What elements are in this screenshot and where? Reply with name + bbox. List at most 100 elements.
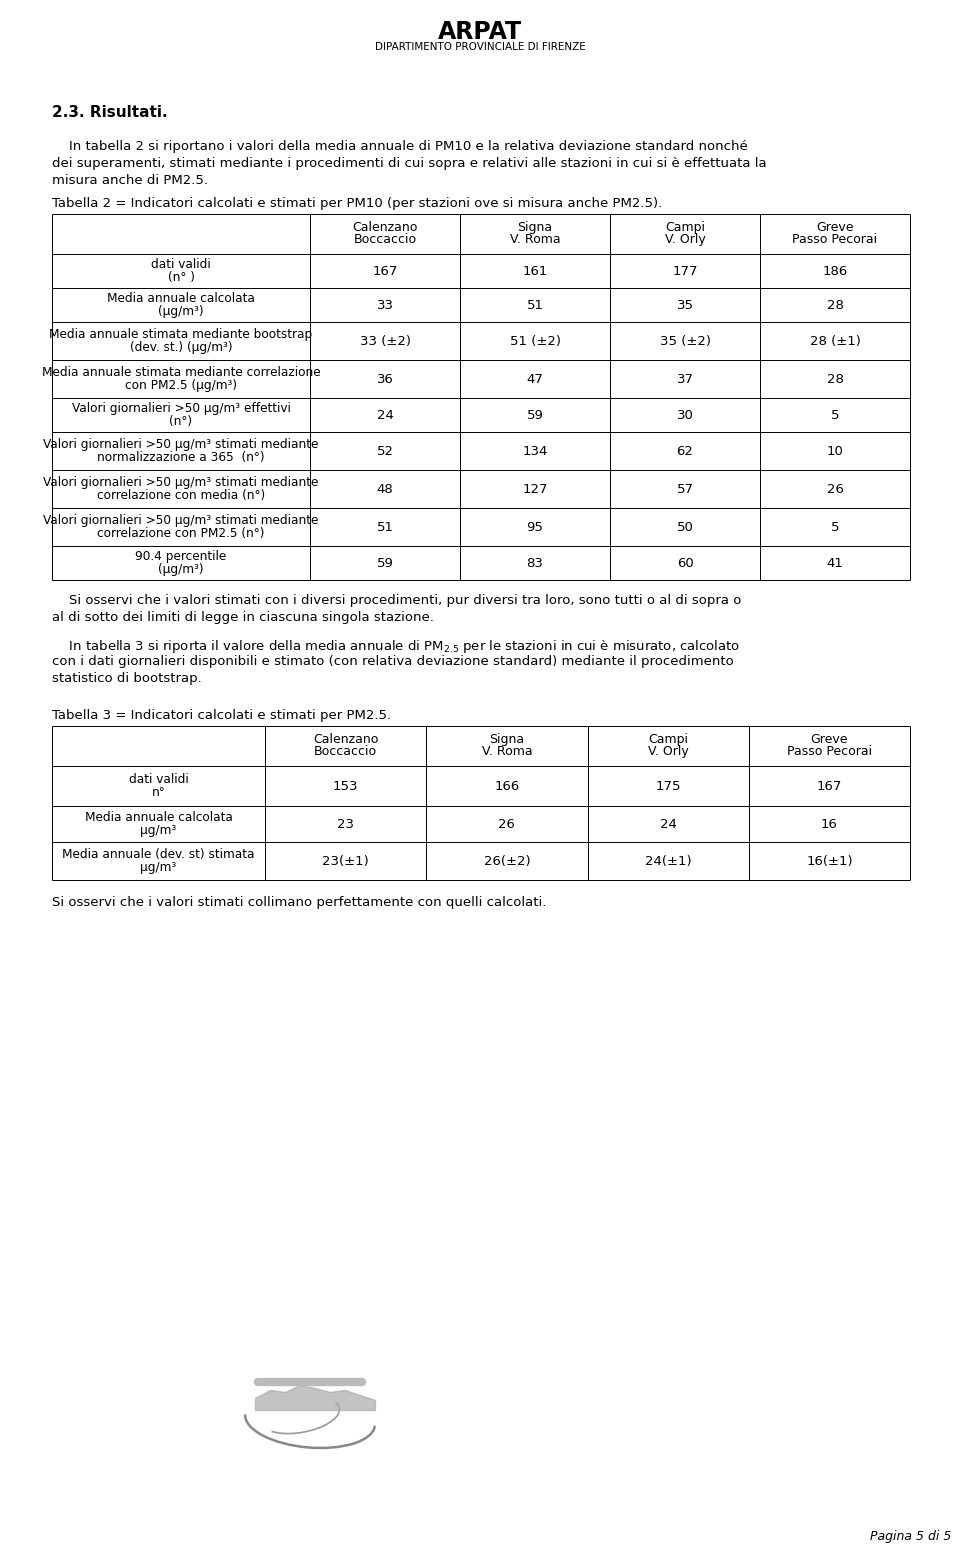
Text: Passo Pecorai: Passo Pecorai bbox=[792, 234, 877, 246]
Text: 37: 37 bbox=[677, 372, 693, 385]
Text: 23(±1): 23(±1) bbox=[323, 854, 369, 868]
Text: Media annuale stimata mediante bootstrap: Media annuale stimata mediante bootstrap bbox=[49, 329, 313, 341]
Text: Valori giornalieri >50 μg/m³ stimati mediante: Valori giornalieri >50 μg/m³ stimati med… bbox=[43, 477, 319, 489]
Text: dati validi: dati validi bbox=[129, 773, 188, 785]
Text: 177: 177 bbox=[672, 265, 698, 277]
Text: Greve: Greve bbox=[816, 221, 853, 234]
Text: 28: 28 bbox=[827, 372, 844, 385]
Text: dei superamenti, stimati mediante i procedimenti di cui sopra e relativi alle st: dei superamenti, stimati mediante i proc… bbox=[52, 157, 767, 170]
Text: n°: n° bbox=[152, 785, 165, 799]
Text: 186: 186 bbox=[823, 265, 848, 277]
Text: 35 (±2): 35 (±2) bbox=[660, 335, 710, 347]
Text: Boccaccio: Boccaccio bbox=[353, 234, 417, 246]
Text: 28 (±1): 28 (±1) bbox=[809, 335, 860, 347]
Text: 51: 51 bbox=[376, 520, 394, 533]
Text: con PM2.5 (μg/m³): con PM2.5 (μg/m³) bbox=[125, 379, 237, 393]
Text: 50: 50 bbox=[677, 520, 693, 533]
Text: 16(±1): 16(±1) bbox=[806, 854, 852, 868]
Text: 23: 23 bbox=[337, 818, 354, 830]
Text: Tabella 3 = Indicatori calcolati e stimati per PM2.5.: Tabella 3 = Indicatori calcolati e stima… bbox=[52, 709, 391, 721]
Text: (dev. st.) (μg/m³): (dev. st.) (μg/m³) bbox=[130, 341, 232, 354]
Text: al di sotto dei limiti di legge in ciascuna singola stazione.: al di sotto dei limiti di legge in ciasc… bbox=[52, 611, 434, 625]
Text: 166: 166 bbox=[494, 779, 519, 793]
Text: 5: 5 bbox=[830, 520, 839, 533]
Text: 26: 26 bbox=[498, 818, 516, 830]
Text: statistico di bootstrap.: statistico di bootstrap. bbox=[52, 671, 202, 686]
Text: 83: 83 bbox=[527, 556, 543, 570]
Text: Signa: Signa bbox=[490, 732, 524, 746]
Text: In tabella 2 si riportano i valori della media annuale di PM10 e la relativa dev: In tabella 2 si riportano i valori della… bbox=[52, 140, 748, 153]
Text: 41: 41 bbox=[827, 556, 844, 570]
Text: normalizzazione a 365  (n°): normalizzazione a 365 (n°) bbox=[97, 450, 265, 464]
Text: (μg/m³): (μg/m³) bbox=[158, 562, 204, 576]
Text: Calenzano: Calenzano bbox=[352, 221, 418, 234]
Text: μg/m³: μg/m³ bbox=[140, 862, 177, 874]
Text: correlazione con PM2.5 (n°): correlazione con PM2.5 (n°) bbox=[97, 527, 265, 541]
Text: In tabella 3 si riporta il valore della media annuale di PM$_{2.5}$ per le stazi: In tabella 3 si riporta il valore della … bbox=[52, 637, 740, 654]
Text: 90.4 percentile: 90.4 percentile bbox=[135, 550, 227, 562]
Text: 26(±2): 26(±2) bbox=[484, 854, 530, 868]
Text: Campi: Campi bbox=[665, 221, 705, 234]
Text: Greve: Greve bbox=[810, 732, 848, 746]
Text: 175: 175 bbox=[656, 779, 681, 793]
Text: 51 (±2): 51 (±2) bbox=[510, 335, 561, 347]
Text: 59: 59 bbox=[527, 408, 543, 422]
Text: 51: 51 bbox=[526, 299, 543, 312]
Text: 10: 10 bbox=[827, 444, 844, 458]
Text: 167: 167 bbox=[372, 265, 397, 277]
Text: Boccaccio: Boccaccio bbox=[314, 745, 377, 759]
Text: 30: 30 bbox=[677, 408, 693, 422]
Text: 60: 60 bbox=[677, 556, 693, 570]
Text: 127: 127 bbox=[522, 483, 548, 495]
Text: 161: 161 bbox=[522, 265, 548, 277]
Text: con i dati giornalieri disponibili e stimato (con relativa deviazione standard) : con i dati giornalieri disponibili e sti… bbox=[52, 654, 733, 668]
Text: 33: 33 bbox=[376, 299, 394, 312]
Text: 62: 62 bbox=[677, 444, 693, 458]
Text: 33 (±2): 33 (±2) bbox=[359, 335, 411, 347]
Text: 28: 28 bbox=[827, 299, 844, 312]
Text: Pagina 5 di 5: Pagina 5 di 5 bbox=[870, 1530, 951, 1542]
Text: V. Roma: V. Roma bbox=[510, 234, 561, 246]
Text: 52: 52 bbox=[376, 444, 394, 458]
Text: 153: 153 bbox=[333, 779, 358, 793]
Text: DIPARTIMENTO PROVINCIALE DI FIRENZE: DIPARTIMENTO PROVINCIALE DI FIRENZE bbox=[374, 42, 586, 51]
Text: V. Roma: V. Roma bbox=[482, 745, 532, 759]
Text: 2.3. Risultati.: 2.3. Risultati. bbox=[52, 104, 168, 120]
Text: dati validi: dati validi bbox=[151, 259, 211, 271]
Text: Calenzano: Calenzano bbox=[313, 732, 378, 746]
Text: Signa: Signa bbox=[517, 221, 553, 234]
Text: 95: 95 bbox=[527, 520, 543, 533]
Text: 134: 134 bbox=[522, 444, 548, 458]
Text: Si osservi che i valori stimati collimano perfettamente con quelli calcolati.: Si osservi che i valori stimati colliman… bbox=[52, 896, 546, 908]
Text: Si osservi che i valori stimati con i diversi procedimenti, pur diversi tra loro: Si osservi che i valori stimati con i di… bbox=[52, 594, 741, 608]
Text: 24(±1): 24(±1) bbox=[645, 854, 691, 868]
Text: Media annuale calcolata: Media annuale calcolata bbox=[108, 291, 255, 305]
Text: ARPAT: ARPAT bbox=[438, 20, 522, 44]
Text: 35: 35 bbox=[677, 299, 693, 312]
Text: (n° ): (n° ) bbox=[167, 271, 195, 284]
Text: Passo Pecorai: Passo Pecorai bbox=[787, 745, 872, 759]
Text: Tabella 2 = Indicatori calcolati e stimati per PM10 (per stazioni ove si misura : Tabella 2 = Indicatori calcolati e stima… bbox=[52, 196, 662, 210]
Text: 16: 16 bbox=[821, 818, 838, 830]
Text: 36: 36 bbox=[376, 372, 394, 385]
Text: (μg/m³): (μg/m³) bbox=[158, 305, 204, 318]
Text: μg/m³: μg/m³ bbox=[140, 824, 177, 837]
Text: V. Orly: V. Orly bbox=[664, 234, 706, 246]
Text: Campi: Campi bbox=[648, 732, 688, 746]
Text: 167: 167 bbox=[817, 779, 842, 793]
Text: 24: 24 bbox=[376, 408, 394, 422]
Text: Media annuale calcolata: Media annuale calcolata bbox=[84, 812, 232, 824]
Text: 57: 57 bbox=[677, 483, 693, 495]
Text: 26: 26 bbox=[827, 483, 844, 495]
Text: 59: 59 bbox=[376, 556, 394, 570]
Text: Media annuale stimata mediante correlazione: Media annuale stimata mediante correlazi… bbox=[41, 366, 321, 379]
Text: correlazione con media (n°): correlazione con media (n°) bbox=[97, 489, 265, 502]
Text: misura anche di PM2.5.: misura anche di PM2.5. bbox=[52, 174, 208, 187]
Text: (n°): (n°) bbox=[169, 414, 193, 428]
Text: 48: 48 bbox=[376, 483, 394, 495]
Text: Media annuale (dev. st) stimata: Media annuale (dev. st) stimata bbox=[62, 848, 254, 862]
Text: Valori giornalieri >50 μg/m³ stimati mediante: Valori giornalieri >50 μg/m³ stimati med… bbox=[43, 514, 319, 527]
Text: V. Orly: V. Orly bbox=[648, 745, 688, 759]
Text: 5: 5 bbox=[830, 408, 839, 422]
Text: Valori giornalieri >50 μg/m³ stimati mediante: Valori giornalieri >50 μg/m³ stimati med… bbox=[43, 438, 319, 450]
